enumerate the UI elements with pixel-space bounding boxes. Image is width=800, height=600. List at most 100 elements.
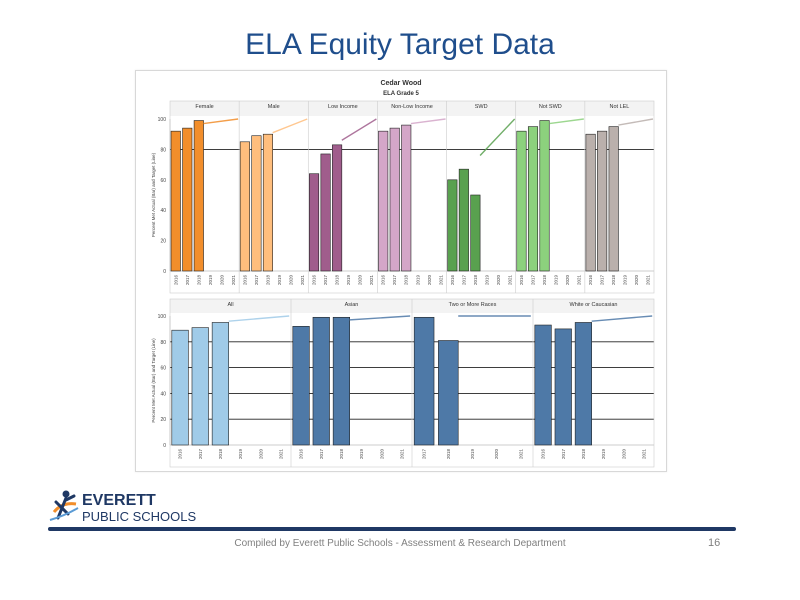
bottom-chart-x-tick-label: 2020 <box>621 449 626 460</box>
chart-title: Cedar Wood <box>380 80 421 87</box>
top-chart-x-tick-label: 2017 <box>531 275 536 286</box>
top-chart-bar <box>320 153 331 272</box>
top-chart-x-tick-label: 2017 <box>254 275 259 286</box>
top-chart-x-tick-label: 2018 <box>473 275 478 286</box>
bottom-chart-x-tick-label: 2021 <box>278 449 283 460</box>
top-chart-target-line <box>479 118 516 156</box>
bottom-chart-x-tick-label: 2016 <box>178 449 183 460</box>
top-chart-x-tick-label: 2019 <box>415 275 420 286</box>
bottom-chart-bar <box>312 316 330 446</box>
bottom-chart-bar <box>191 327 209 446</box>
top-chart-x-tick-label: 2019 <box>484 275 489 286</box>
top-chart-y-tick-label: 40 <box>160 208 166 214</box>
top-chart-bar <box>527 126 539 272</box>
bottom-chart-x-tick-label: 2019 <box>470 449 475 460</box>
top-chart-x-tick-label: 2019 <box>554 275 559 286</box>
top-chart-x-tick-label: 2016 <box>519 275 524 286</box>
top-chart-target-line <box>410 118 446 125</box>
bottom-chart-target-line <box>349 315 411 321</box>
top-chart-bar <box>378 130 389 272</box>
top-chart-bar <box>585 133 596 272</box>
bottom-chart-x-tick-label: 2020 <box>379 449 384 460</box>
top-chart-panel-label: SWD <box>475 104 488 110</box>
top-chart-y-tick-label: 100 <box>158 117 167 123</box>
top-chart-panel-label: Not LEL <box>609 104 629 110</box>
logo-line1: EVERETT <box>82 492 156 509</box>
top-chart-y-tick-label: 60 <box>160 178 166 184</box>
top-chart-x-tick-label: 2016 <box>242 275 247 286</box>
logo-line2: PUBLIC SCHOOLS <box>82 509 196 524</box>
bottom-chart-bar <box>574 322 592 446</box>
top-chart-x-tick-label: 2020 <box>427 275 432 286</box>
bottom-chart-x-tick-label: 2019 <box>238 449 243 460</box>
bottom-chart-frame <box>169 298 655 468</box>
top-chart-x-tick-label: 2021 <box>646 275 651 286</box>
bottom-chart-y-tick-label: 100 <box>158 314 167 320</box>
top-chart-x-tick-label: 2020 <box>634 275 639 286</box>
top-chart-target-line <box>272 118 308 134</box>
bottom-chart-target-line <box>228 315 290 322</box>
top-chart-bar <box>470 194 481 272</box>
bottom-chart-y-tick-label: 40 <box>160 391 166 397</box>
footer-divider <box>48 527 736 531</box>
top-chart-target-line <box>203 118 239 125</box>
top-chart-x-tick-label: 2016 <box>588 275 593 286</box>
top-chart-x-tick-label: 2018 <box>196 275 201 286</box>
top-chart-x-tick-label: 2017 <box>392 275 397 286</box>
bottom-chart-panel-label: All <box>227 302 233 308</box>
top-chart-x-tick-label: 2017 <box>600 275 605 286</box>
bottom-chart-panel-label: White or Caucasian <box>570 302 618 308</box>
footer-text: Compiled by Everett Public Schools - Ass… <box>234 538 566 549</box>
top-chart-y-tick-label: 20 <box>160 239 166 245</box>
top-chart-target-line <box>549 118 584 125</box>
bottom-chart-bar <box>332 316 350 446</box>
bottom-chart-bar <box>171 329 189 446</box>
top-chart-bar <box>332 144 343 272</box>
top-chart-x-tick-label: 2016 <box>312 275 317 286</box>
bottom-chart-x-tick-label: 2021 <box>641 449 646 460</box>
bottom-chart-y-tick-label: 0 <box>163 443 166 449</box>
top-chart-bar <box>182 127 193 272</box>
bottom-chart-panel-label: Two or More Races <box>449 302 497 308</box>
top-chart-x-tick-label: 2021 <box>507 275 512 286</box>
top-chart-frame <box>169 100 655 294</box>
bottom-chart-y-tick-label: 20 <box>160 417 166 423</box>
bottom-chart-x-tick-label: 2017 <box>422 449 427 460</box>
equity-chart: Cedar Wood ELA Grade 5 0 20 40 60 80 100 Percent… <box>151 80 655 468</box>
top-chart-target-line <box>618 118 654 126</box>
bottom-chart-y-axis-label: Percent Met Actual (Bar) and Target (Lin… <box>151 338 156 423</box>
top-chart-bar <box>516 130 527 272</box>
top-chart-x-tick-label: 2021 <box>300 275 305 286</box>
bottom-chart-x-tick-label: 2018 <box>581 449 586 460</box>
top-chart-bar <box>458 168 469 272</box>
top-chart-header-band <box>170 101 654 116</box>
top-chart-x-tick-label: 2017 <box>185 275 190 286</box>
top-chart-y-tick-label: 0 <box>163 269 166 275</box>
bottom-chart-bar <box>292 326 310 446</box>
top-chart-x-tick-label: 2018 <box>611 275 616 286</box>
bottom-chart-x-tick-label: 2016 <box>299 449 304 460</box>
top-chart-bar <box>170 130 181 272</box>
top-chart-bar <box>251 135 262 272</box>
top-chart-target-line <box>341 118 377 141</box>
top-chart-panel-label: Non-Low Income <box>391 104 433 110</box>
top-chart-panel-label: Female <box>195 104 213 110</box>
chart-panel: Cedar Wood ELA Grade 5 0 20 40 60 80 100 Percent… <box>135 70 667 472</box>
bottom-chart-x-tick-label: 2016 <box>541 449 546 460</box>
bottom-chart-bar <box>438 340 459 446</box>
page-number: 16 <box>708 537 721 549</box>
top-chart-bar <box>389 127 400 272</box>
bottom-chart-bar <box>554 328 572 446</box>
top-chart-x-tick-label: 2021 <box>369 275 374 286</box>
top-chart-panel-label: Male <box>268 104 280 110</box>
bottom-chart-x-tick-label: 2019 <box>359 449 364 460</box>
bottom-chart-y-tick-label: 80 <box>160 340 166 346</box>
bottom-chart-x-tick-label: 2021 <box>518 449 523 460</box>
bottom-chart-x-tick-label: 2020 <box>258 449 263 460</box>
bottom-chart-target-line <box>591 315 653 322</box>
top-chart-x-tick-label: 2021 <box>231 275 236 286</box>
top-chart-bar <box>262 133 273 272</box>
top-chart-x-tick-label: 2020 <box>289 275 294 286</box>
top-chart-panel-label: Low Income <box>328 104 358 110</box>
top-chart-x-tick-label: 2020 <box>219 275 224 286</box>
